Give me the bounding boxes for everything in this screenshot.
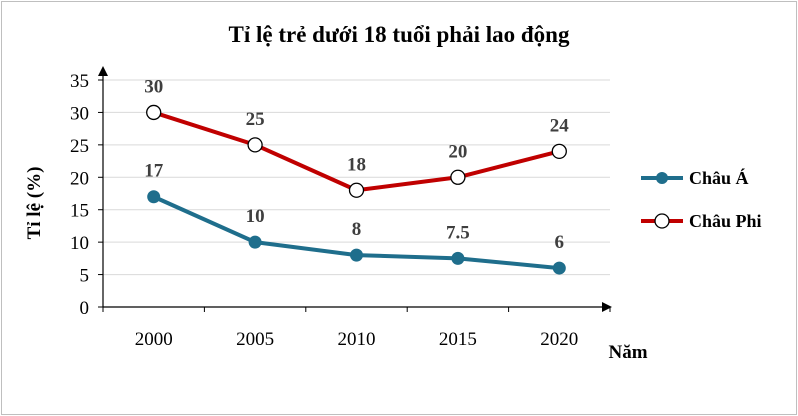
data-label: 8 — [352, 219, 362, 240]
data-label: 7.5 — [446, 222, 470, 243]
data-label: 18 — [347, 154, 366, 175]
y-tick-label: 10 — [70, 233, 89, 254]
data-point — [551, 143, 567, 159]
data-point — [451, 251, 465, 265]
legend-marker — [654, 213, 670, 229]
data-point — [248, 235, 262, 249]
x-tick-labels: 2000 2005 2010 2015 2020 — [135, 329, 579, 350]
x-tick-label: 2020 — [540, 329, 578, 350]
data-point — [247, 137, 263, 153]
y-tick-label: 35 — [70, 71, 89, 92]
gridlines — [103, 79, 610, 276]
y-tick-label: 25 — [70, 136, 89, 157]
legend-label: Châu Phi — [689, 211, 762, 231]
data-label: 10 — [246, 206, 265, 227]
data-label: 17 — [144, 161, 164, 182]
y-tick-label: 0 — [80, 298, 90, 319]
x-tick-label: 2015 — [439, 329, 477, 350]
legend-label: Châu Á — [689, 167, 749, 188]
legend-marker — [656, 172, 668, 184]
data-point — [552, 261, 566, 275]
y-tick-labels: 0 5 10 15 20 25 30 35 — [70, 71, 89, 319]
data-labels: 17 10 8 7.5 6 30 25 18 20 24 — [144, 76, 569, 253]
data-point — [348, 182, 365, 198]
x-axis-label: Năm — [608, 342, 647, 363]
chart-title: Tỉ lệ trẻ dưới 18 tuổi phải lao động — [229, 22, 570, 47]
y-tick-label: 15 — [70, 201, 89, 222]
data-label: 20 — [448, 141, 467, 162]
x-axis-arrow — [602, 302, 612, 312]
series-line — [153, 110, 560, 193]
data-label: 24 — [550, 115, 570, 136]
data-point — [450, 169, 466, 185]
data-point — [146, 104, 162, 121]
x-tick-label: 2005 — [236, 329, 274, 350]
axes — [98, 66, 612, 312]
data-label: 25 — [246, 109, 265, 130]
series-group — [146, 104, 567, 275]
y-tick-label: 20 — [70, 168, 89, 189]
data-label: 30 — [144, 76, 163, 97]
y-axis-arrow — [98, 66, 108, 76]
y-axis-label: Tỉ lệ (%) — [24, 167, 45, 240]
x-tick-label: 2000 — [135, 329, 173, 350]
data-point — [350, 248, 363, 262]
legend: Châu Á Châu Phi — [641, 167, 762, 231]
data-point — [147, 190, 161, 204]
y-tick-label: 5 — [80, 266, 90, 287]
y-tick-label: 30 — [70, 103, 89, 124]
data-label: 6 — [555, 232, 565, 253]
x-tick-label: 2010 — [338, 329, 376, 350]
